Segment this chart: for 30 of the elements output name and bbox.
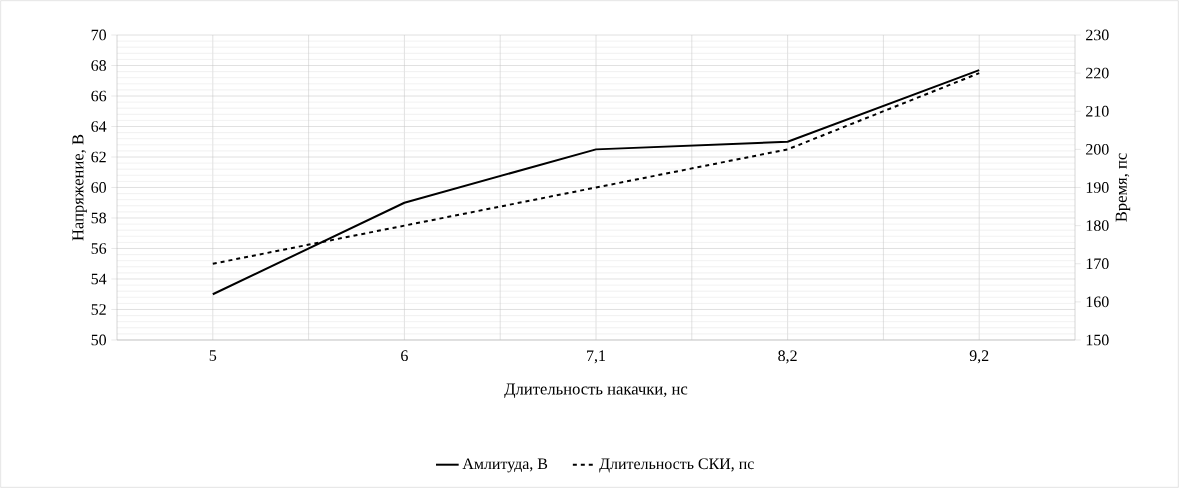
y2-tick-label: 230 [1086, 29, 1109, 41]
y-tick-label: 60 [91, 182, 107, 193]
x-tick-label: 6 [401, 350, 408, 362]
y-axis-title: Напряжение, В [72, 134, 87, 241]
y-tick-label: 68 [91, 60, 107, 71]
y2-tick-label: 150 [1086, 334, 1109, 346]
y-tick-label: 66 [91, 90, 107, 102]
y-tick-label: 54 [91, 273, 107, 285]
legend-label: Длительность СКИ, пс [599, 458, 754, 473]
x-tick-label: 8,2 [778, 350, 797, 364]
x-tick-label: 9,2 [969, 350, 989, 364]
y2-tick-label: 180 [1086, 220, 1109, 231]
y2-axis-title: Время, пс [1115, 153, 1131, 222]
y2-tick-label: 160 [1086, 296, 1109, 308]
y-tick-label: 50 [91, 334, 107, 346]
x-tick-label: 7,1 [587, 350, 606, 364]
x-axis-title: Длительность накачки, нс [504, 383, 688, 398]
y2-tick-label: 170 [1086, 258, 1109, 270]
y-tick-label: 52 [91, 304, 106, 315]
y2-tick-label: 220 [1086, 67, 1109, 79]
x-tick-label: 5 [209, 350, 217, 361]
y-tick-label: 64 [91, 121, 107, 132]
y-tick-label: 58 [91, 212, 107, 224]
y-tick-label: 62 [91, 151, 106, 163]
legend-label: Амлитуда, В [462, 458, 548, 473]
y2-tick-label: 190 [1086, 182, 1109, 193]
y2-tick-label: 200 [1086, 143, 1109, 155]
y-tick-label: 56 [91, 243, 107, 254]
y2-tick-label: 210 [1086, 105, 1109, 117]
y-tick-label: 70 [91, 29, 107, 41]
